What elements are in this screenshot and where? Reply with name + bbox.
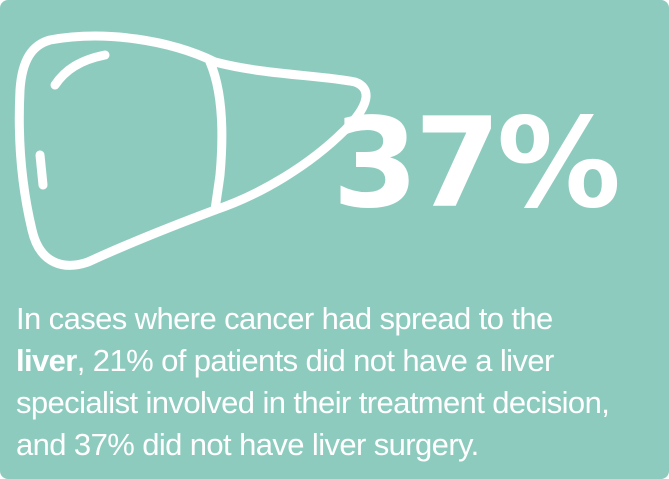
caption-emphasis-liver: liver xyxy=(16,343,77,378)
caption-line-3: specialist involved in their treatment d… xyxy=(16,385,610,420)
liver-icon xyxy=(14,31,371,270)
caption-line-2-rest: , 21% of patients did not have a liver xyxy=(76,343,555,378)
caption-text: In cases where cancer had spread to the … xyxy=(16,298,664,466)
statistic-value: 37% xyxy=(332,92,621,236)
caption-line-4: and 37% did not have liver surgery. xyxy=(16,427,479,462)
caption-line-1: In cases where cancer had spread to the xyxy=(16,301,553,336)
caption-line-2: liver, 21% of patients did not have a li… xyxy=(16,340,664,382)
